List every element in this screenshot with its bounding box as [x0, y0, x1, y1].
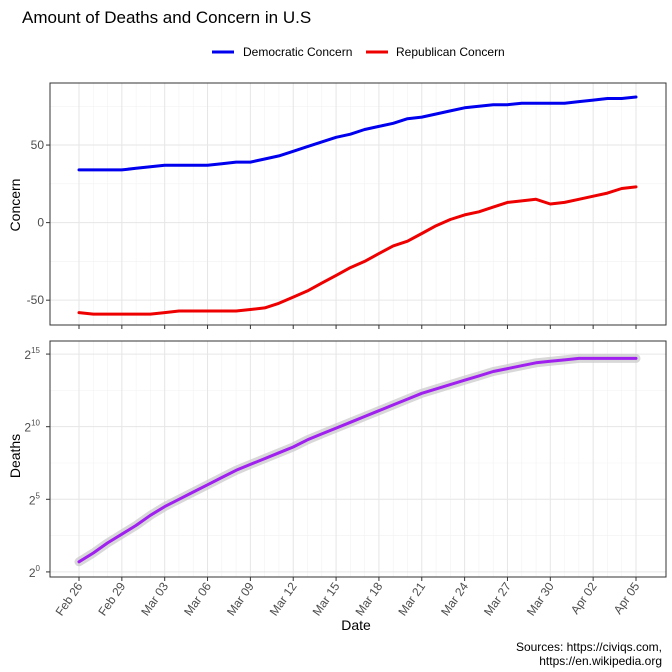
- y-tick-label: 25: [29, 491, 41, 507]
- y-tick-label: 215: [24, 346, 40, 362]
- chart-title: Amount of Deaths and Concern in U.S: [22, 8, 311, 27]
- y-axis-title-deaths: Deaths: [7, 434, 23, 478]
- legend: Democratic Concern Republican Concern: [212, 45, 505, 59]
- x-axis-title: Date: [341, 617, 371, 633]
- y-axis-title-concern: Concern: [7, 179, 23, 232]
- y-tick-label: -50: [27, 293, 45, 307]
- panel-border: [49, 340, 667, 578]
- x-tick-label: Mar 24: [438, 579, 471, 618]
- x-axis: Feb 26 Feb 29 Mar 03 Mar 06 Mar 09 Mar 12 Mar …: [53, 579, 643, 618]
- caption-line-1: Sources: https://civiqs.com,: [516, 640, 662, 654]
- deaths-panel: 20 25 210 215: [24, 340, 667, 581]
- x-tick-label: Feb 26: [53, 579, 86, 618]
- confidence-band-deaths: [74, 353, 641, 567]
- x-tick-label: Mar 12: [267, 579, 300, 618]
- y-tick-label: 20: [29, 564, 41, 580]
- x-tick-label: Mar 06: [181, 579, 214, 618]
- x-tick-label: Mar 03: [138, 579, 171, 618]
- x-tick-label: Mar 15: [310, 579, 343, 618]
- x-tick-label: Mar 18: [352, 579, 385, 618]
- x-tick-label: Mar 27: [481, 579, 514, 618]
- x-tick-label: Apr 02: [568, 579, 600, 616]
- panel-border: [49, 82, 667, 326]
- x-tick-label: Feb 29: [95, 579, 128, 618]
- x-tick-label: Mar 21: [395, 579, 428, 618]
- series-line-republican-concern: [77, 185, 638, 316]
- y-tick-label: 50: [31, 138, 45, 152]
- series-line-democratic-concern: [77, 95, 638, 172]
- concern-panel: -50 0 50: [27, 82, 667, 329]
- y-tick-label: 0: [37, 216, 44, 230]
- y-tick-label: 210: [24, 419, 40, 435]
- x-tick-label: Apr 05: [611, 579, 643, 616]
- x-tick-label: Mar 09: [224, 579, 257, 618]
- x-tick-label: Mar 30: [524, 579, 557, 618]
- legend-label-democratic-concern: Democratic Concern: [243, 45, 352, 59]
- series-line-deaths: [77, 356, 638, 564]
- caption-line-2: https://en.wikipedia.org: [539, 654, 662, 668]
- legend-label-republican-concern: Republican Concern: [396, 45, 505, 59]
